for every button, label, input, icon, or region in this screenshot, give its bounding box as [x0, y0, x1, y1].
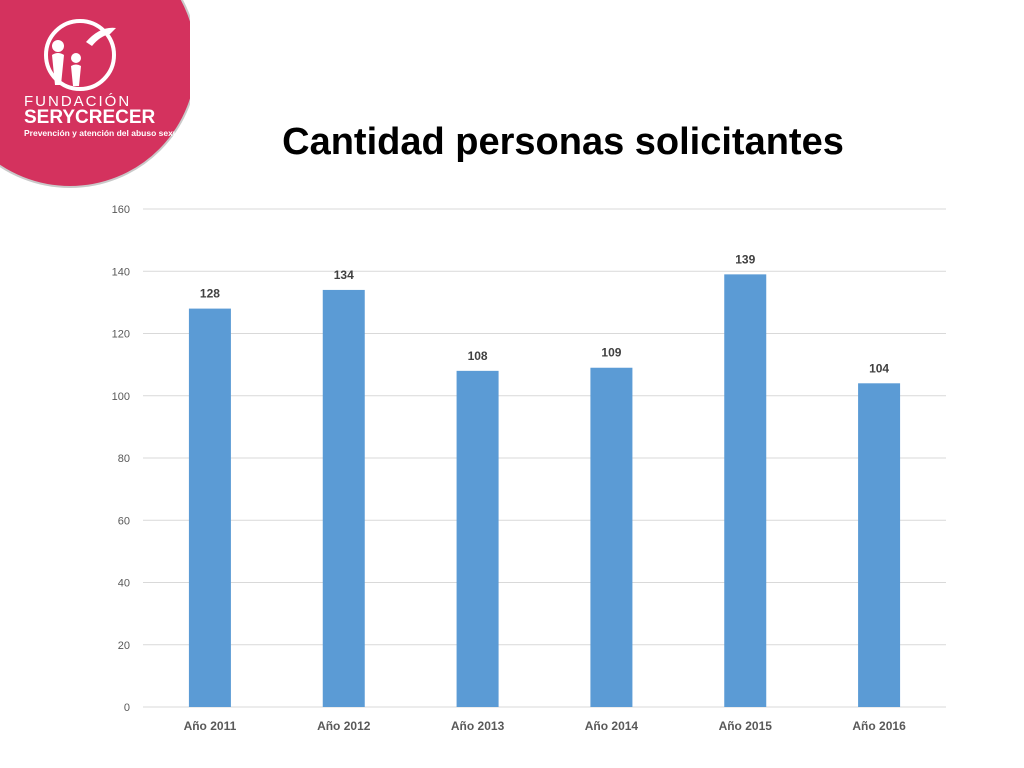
- x-tick-label: Año 2013: [451, 719, 505, 733]
- y-tick-label: 80: [118, 453, 130, 465]
- x-tick-label: Año 2014: [585, 719, 639, 733]
- y-tick-label: 0: [124, 702, 130, 714]
- bar: [590, 367, 633, 707]
- y-tick-label: 120: [112, 329, 130, 341]
- y-tick-label: 160: [112, 204, 130, 216]
- data-label: 128: [200, 287, 220, 301]
- x-tick-label: Año 2015: [719, 719, 773, 733]
- bar: [188, 308, 231, 707]
- org-tagline: Prevención y atención del abuso sexual: [24, 128, 186, 138]
- family-icon: [52, 27, 116, 86]
- y-tick-label: 40: [118, 578, 130, 590]
- y-tick-label: 60: [118, 515, 130, 527]
- x-tick-label: Año 2016: [852, 719, 906, 733]
- bar: [858, 383, 901, 707]
- y-tick-label: 140: [112, 266, 130, 278]
- org-name-line1: FUNDACIÓN: [24, 93, 132, 110]
- logo-figure-icon: [44, 19, 116, 91]
- data-label: 134: [334, 268, 354, 282]
- bar: [456, 370, 499, 707]
- chart-title: Cantidad personas solicitantes: [282, 121, 844, 163]
- logo-badge-shape: [0, 0, 198, 188]
- bar: [322, 289, 365, 707]
- y-tick-label: 100: [112, 391, 130, 403]
- x-tick-label: Año 2012: [317, 719, 371, 733]
- x-tick-label: Año 2011: [184, 719, 237, 733]
- bar: [724, 274, 767, 707]
- logo-badge: FUNDACIÓN SERYCRECER Prevención y atenci…: [0, 0, 198, 195]
- data-label: 108: [468, 349, 488, 363]
- y-tick-label: 20: [118, 640, 130, 652]
- data-label: 104: [869, 361, 889, 375]
- data-label: 109: [601, 346, 621, 360]
- org-name-line2: SERYCRECER: [24, 107, 156, 128]
- data-label: 139: [735, 252, 755, 266]
